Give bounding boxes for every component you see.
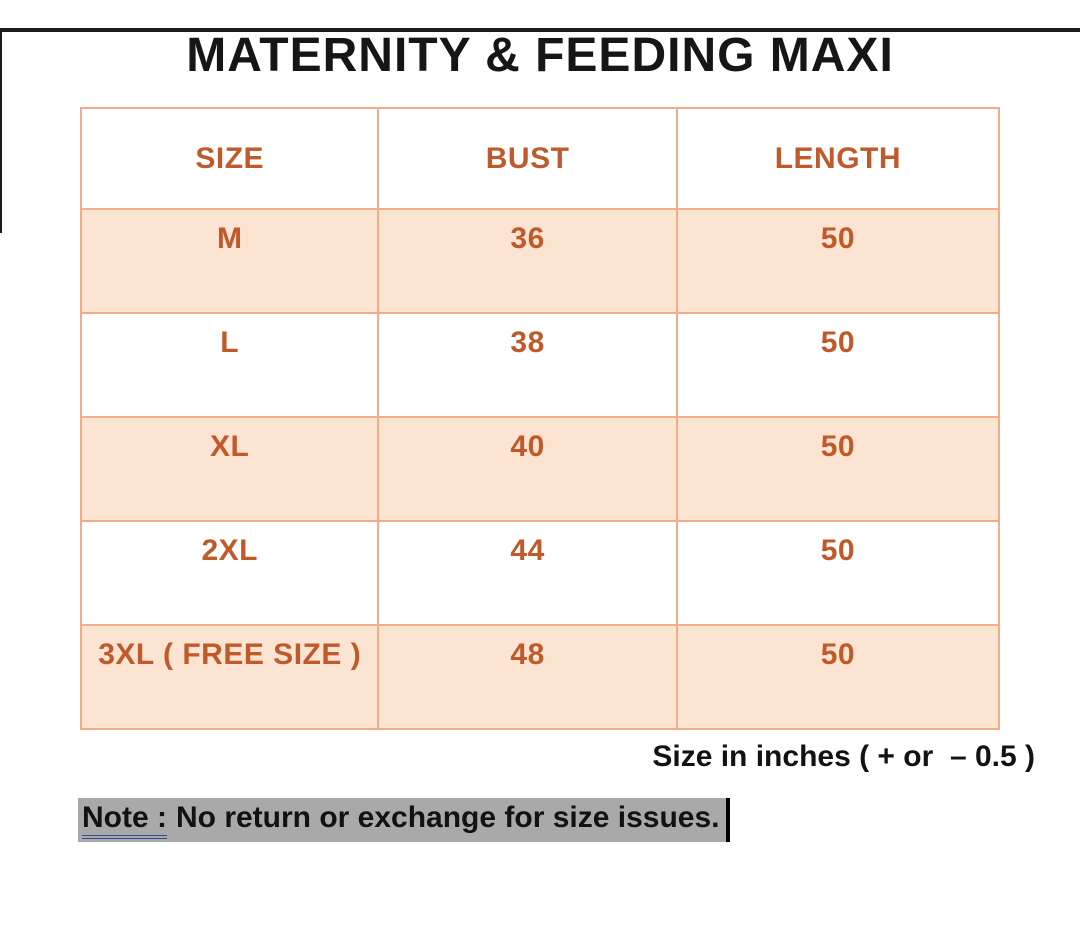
return-policy-note: Note : No return or exchange for size iss… xyxy=(78,798,1080,842)
size-cell: L xyxy=(79,312,380,418)
length-cell: 50 xyxy=(675,208,1001,314)
length-cell: 50 xyxy=(675,624,1001,730)
length-cell: 50 xyxy=(675,520,1001,626)
note-label: Note : xyxy=(82,801,167,839)
note-highlight-box: Note : No return or exchange for size iss… xyxy=(78,798,730,842)
table-row-2xl: 2XL 44 50 xyxy=(79,520,1001,626)
size-cell: 2XL xyxy=(79,520,380,626)
table-row-3xl-free-size: 3XL ( FREE SIZE ) 48 50 xyxy=(79,624,1001,730)
bust-cell: 38 xyxy=(377,312,678,418)
bust-cell: 36 xyxy=(377,208,678,314)
table-row-m: M 36 50 xyxy=(79,208,1001,314)
left-edge-bar xyxy=(0,28,2,233)
bust-cell: 44 xyxy=(377,520,678,626)
column-header-bust: BUST xyxy=(377,107,678,210)
column-header-size: SIZE xyxy=(79,107,380,210)
size-cell: M xyxy=(79,208,380,314)
table-row-xl: XL 40 50 xyxy=(79,416,1001,522)
column-header-length: LENGTH xyxy=(675,107,1001,210)
note-text: No return or exchange for size issues. xyxy=(176,801,720,834)
size-cell: XL xyxy=(79,416,380,522)
header-row: SIZE BUST LENGTH xyxy=(79,107,1001,210)
top-edge-bar xyxy=(0,28,1080,32)
length-cell: 50 xyxy=(675,416,1001,522)
page-title: MATERNITY & FEEDING MAXI xyxy=(186,29,894,82)
bust-cell: 48 xyxy=(377,624,678,730)
table-row-l: L 38 50 xyxy=(79,312,1001,418)
size-cell: 3XL ( FREE SIZE ) xyxy=(79,624,380,730)
size-chart-table: SIZE BUST LENGTH M 36 50 L 38 50 XL 40 5… xyxy=(79,107,1001,730)
size-unit-note: Size in inches ( + or – 0.5 ) xyxy=(652,740,1035,773)
bust-cell: 40 xyxy=(377,416,678,522)
length-cell: 50 xyxy=(675,312,1001,418)
